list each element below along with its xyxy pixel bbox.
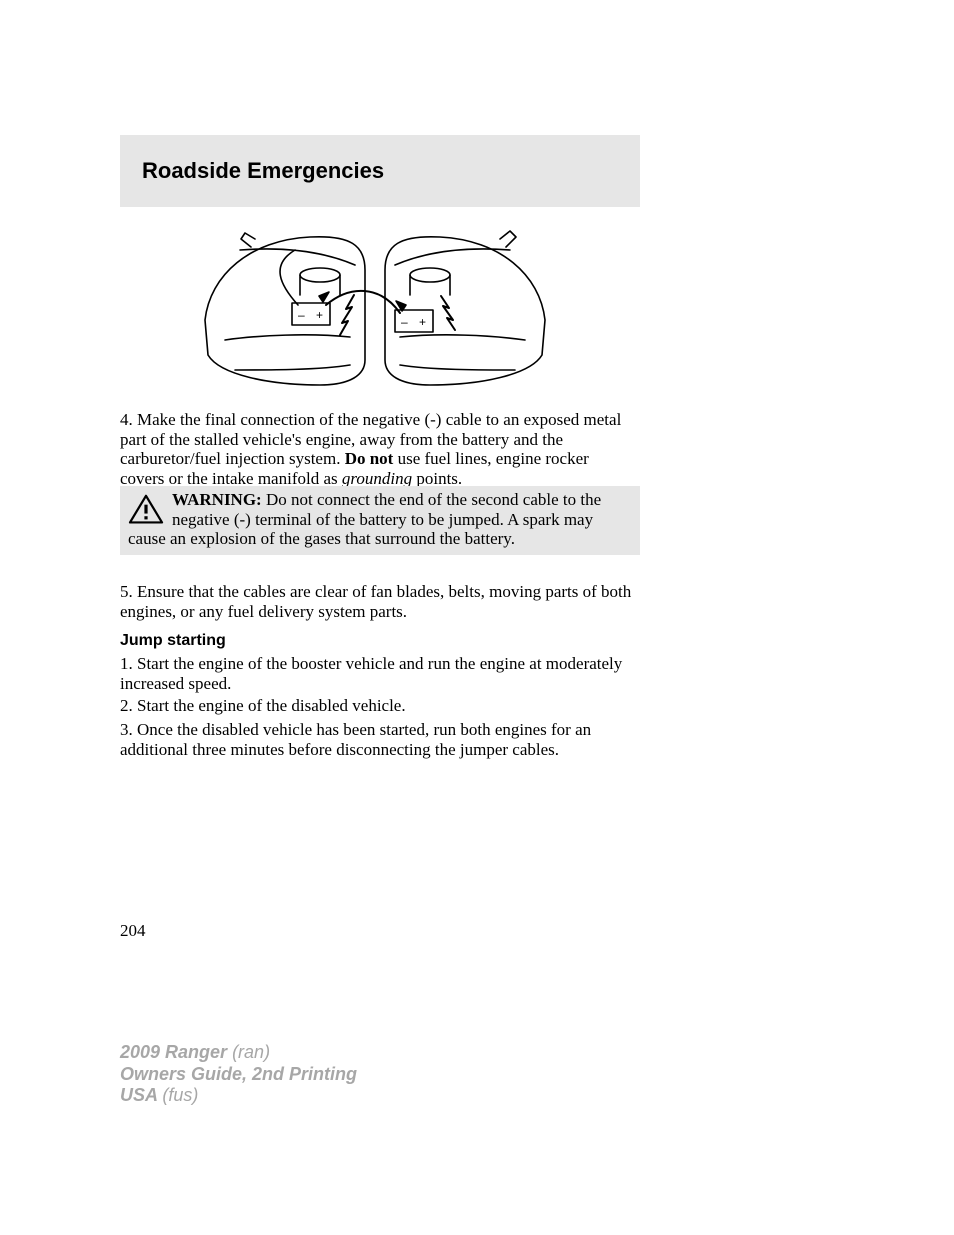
step4-italic: grounding (342, 469, 412, 488)
footer-code-2: (fus) (162, 1085, 198, 1105)
step-4-text: 4. Make the final connection of the nega… (120, 410, 632, 488)
manual-page: Roadside Emergencies – + – (0, 0, 954, 1235)
footer-region: USA (120, 1085, 162, 1105)
jump-step-3: 3. Once the disabled vehicle has been st… (120, 720, 632, 759)
jump-step-1: 1. Start the engine of the booster vehic… (120, 654, 632, 693)
jump-start-diagram: – + – + (200, 225, 550, 400)
left-battery-minus: – (298, 308, 305, 322)
step4-suffix: points. (412, 469, 462, 488)
step4-bold: Do not (345, 449, 394, 468)
right-battery-minus: – (401, 315, 408, 329)
section-title: Roadside Emergencies (142, 158, 384, 184)
footer-line-3: USA (fus) (120, 1085, 357, 1107)
footer-code-1: (ran) (232, 1042, 270, 1062)
jump-step-2: 2. Start the engine of the disabled vehi… (120, 696, 632, 716)
left-battery-plus: + (316, 308, 323, 322)
warning-label: WARNING: (172, 490, 262, 509)
jump-starting-heading: Jump starting (120, 632, 226, 650)
footer: 2009 Ranger (ran) Owners Guide, 2nd Prin… (120, 1042, 357, 1107)
warning-triangle-icon (128, 494, 164, 526)
right-battery-plus: + (419, 315, 426, 329)
footer-line-2: Owners Guide, 2nd Printing (120, 1064, 357, 1086)
footer-model: 2009 Ranger (120, 1042, 232, 1062)
footer-line-1: 2009 Ranger (ran) (120, 1042, 357, 1064)
warning-box: WARNING: Do not connect the end of the s… (120, 486, 640, 555)
page-number: 204 (120, 921, 146, 941)
section-header: Roadside Emergencies (120, 135, 640, 207)
step-5-text: 5. Ensure that the cables are clear of f… (120, 582, 632, 621)
